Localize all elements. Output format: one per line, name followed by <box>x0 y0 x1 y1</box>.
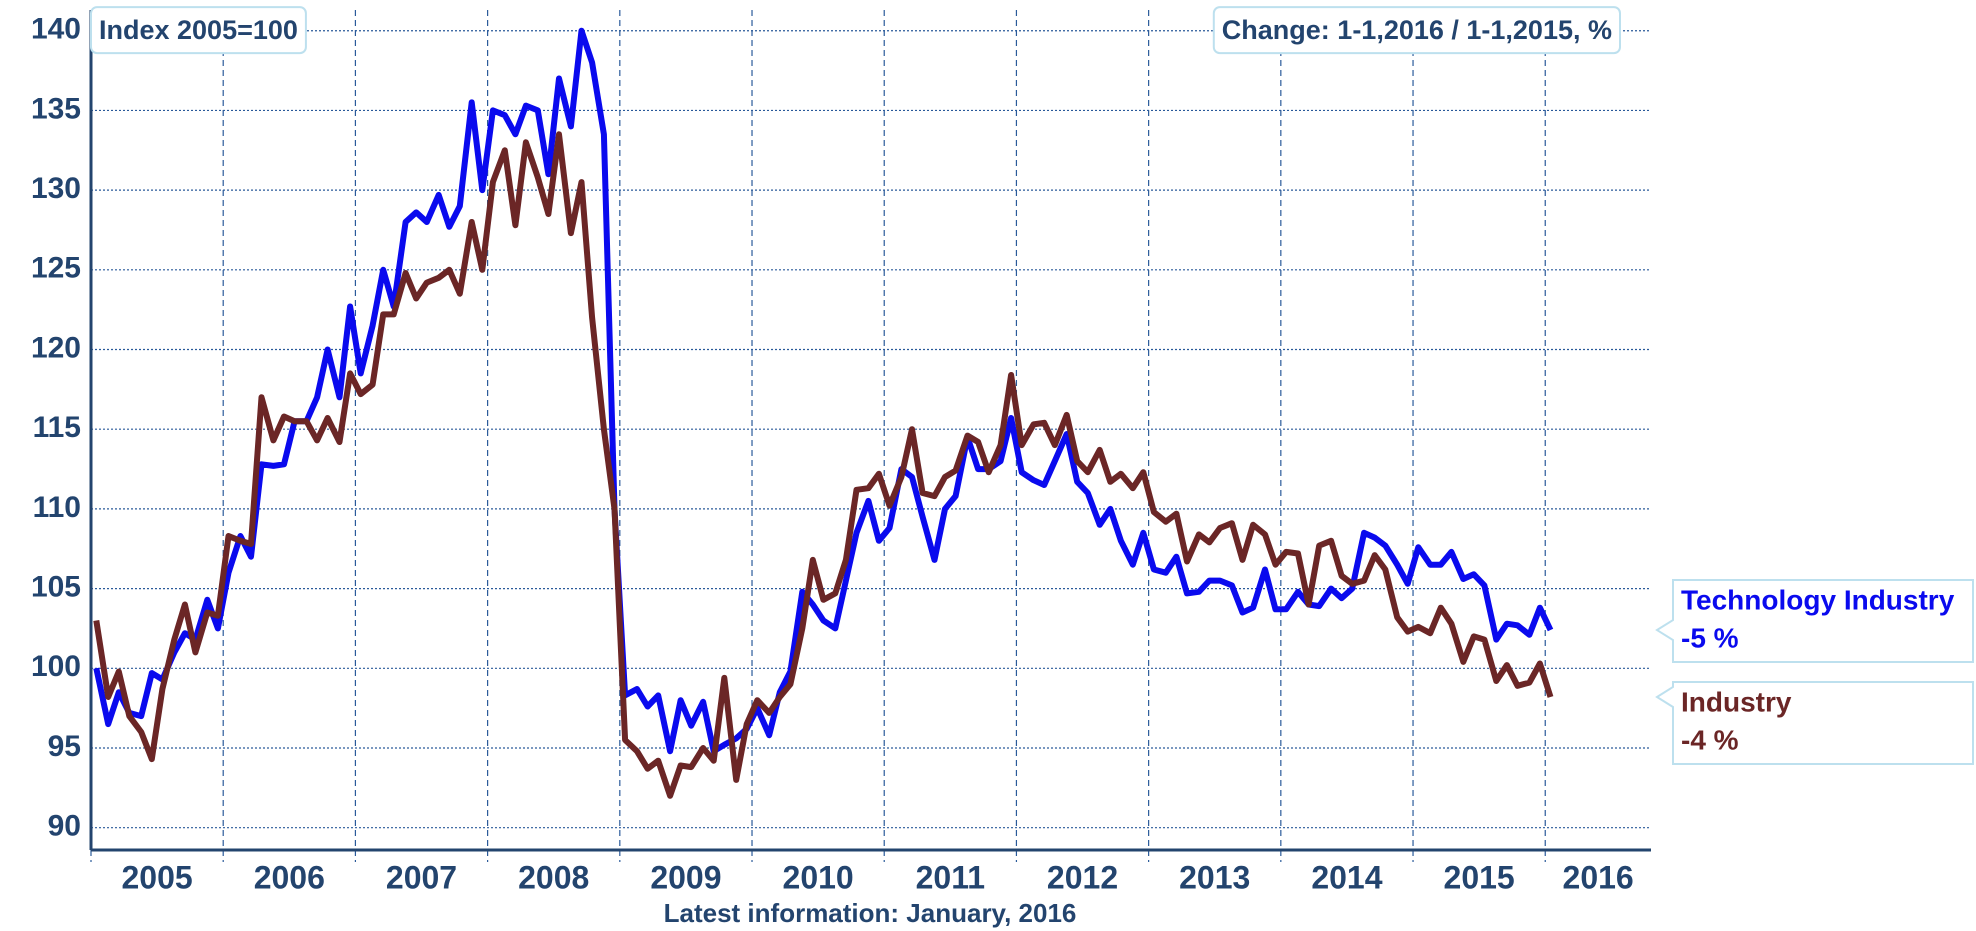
series-line <box>93 27 1554 755</box>
x-tick-label: 2006 <box>254 859 325 895</box>
legend-name: Technology Industry <box>1681 584 1955 615</box>
x-tick-label: 2010 <box>783 859 854 895</box>
x-tick-label: 2009 <box>650 859 721 895</box>
chart-subtitle: Change: 1-1,2016 / 1-1,2015, % <box>1222 15 1612 45</box>
chart-subtitle-box <box>1212 6 1621 55</box>
x-tick-label: 2005 <box>122 859 193 895</box>
y-tick-label: 90 <box>48 810 81 843</box>
y-tick-label: 125 <box>31 252 81 285</box>
x-tick-label: 2015 <box>1444 859 1515 895</box>
y-tick-label: 120 <box>31 331 81 364</box>
x-tick-label: 2008 <box>518 859 589 895</box>
x-tick-label: 2014 <box>1311 859 1382 895</box>
legend-callout <box>1655 579 1974 664</box>
y-tick-label: 95 <box>48 730 81 763</box>
legend-name: Industry <box>1681 686 1792 717</box>
x-tick-label: 2012 <box>1047 859 1118 895</box>
legend-change: -5 % <box>1681 622 1739 653</box>
x-tick-label: 2007 <box>386 859 457 895</box>
chart-title: Index 2005=100 <box>99 15 298 45</box>
series-line <box>93 131 1554 799</box>
y-tick-label: 115 <box>33 411 81 444</box>
chart-title-box <box>90 6 307 55</box>
legend-callout <box>1655 680 1974 765</box>
legend-change: -4 % <box>1681 724 1739 755</box>
y-tick-label: 135 <box>31 92 81 125</box>
y-tick-label: 130 <box>31 172 81 205</box>
y-tick-label: 100 <box>31 650 81 683</box>
x-tick-label: 2013 <box>1179 859 1250 895</box>
x-tick-label: 2011 <box>916 859 985 895</box>
x-tick-label: 2016 <box>1563 859 1634 895</box>
y-tick-label: 110 <box>33 491 81 524</box>
y-tick-label: 105 <box>31 571 81 604</box>
x-axis-label: Latest information: January, 2016 <box>664 898 1077 928</box>
y-tick-label: 140 <box>31 13 81 46</box>
